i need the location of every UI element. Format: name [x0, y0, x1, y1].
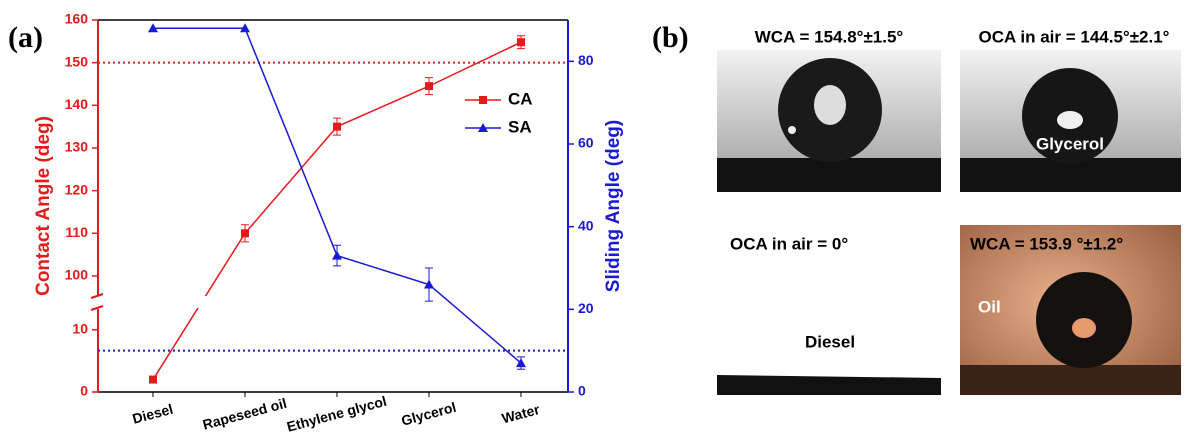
- y-tick-label: 120: [65, 181, 89, 197]
- y2-tick-label: 0: [578, 383, 586, 399]
- y-tick-label: 100: [65, 267, 89, 283]
- y2-tick-label: 20: [578, 300, 594, 316]
- panel-label: (b): [652, 21, 689, 54]
- marker: [332, 251, 342, 260]
- y-axis-label: Contact Angle (deg): [33, 116, 54, 296]
- legend-label: CA: [508, 89, 533, 108]
- photo-label: Oil: [978, 297, 1001, 316]
- x-tick-label: Ethylene glycol: [285, 393, 388, 435]
- marker: [241, 229, 249, 237]
- y-tick-label: 0: [80, 383, 88, 399]
- x-tick-label: Rapeseed oil: [201, 395, 289, 433]
- marker: [517, 38, 525, 46]
- photo-label: Glycerol: [1036, 134, 1104, 153]
- figure: (a) (b) WCA = 154.8°±1.5° OCA in air = 1…: [0, 0, 1193, 448]
- marker: [333, 123, 341, 131]
- y-tick-label: 10: [72, 320, 88, 336]
- y2-axis-label: Sliding Angle (deg): [603, 120, 624, 292]
- y-tick-label: 150: [65, 53, 89, 69]
- line: [153, 28, 521, 363]
- marker: [425, 82, 433, 90]
- y2-tick-label: 40: [578, 217, 594, 233]
- y-tick-label: 110: [65, 224, 88, 240]
- y2-tick-label: 60: [578, 135, 594, 151]
- x-tick-label: Glycerol: [400, 399, 458, 429]
- y-tick-label: 140: [65, 96, 89, 112]
- photo-caption: WCA = 154.8°±1.5°: [755, 27, 904, 46]
- photo-label: Diesel: [805, 332, 855, 351]
- y-tick-label: 160: [65, 11, 89, 27]
- panel-label: (a): [8, 21, 43, 54]
- photo-caption: OCA in air = 0°: [730, 234, 848, 253]
- x-tick-label: Water: [500, 401, 542, 427]
- line: [153, 42, 521, 379]
- photo-caption: WCA = 153.9 °±1.2°: [970, 234, 1123, 253]
- y-tick-label: 130: [65, 139, 89, 155]
- y2-tick-label: 80: [578, 52, 594, 68]
- photo: [717, 50, 941, 192]
- photo-caption: OCA in air = 144.5°±2.1°: [979, 27, 1170, 46]
- legend-label: SA: [508, 117, 532, 136]
- line-break: [197, 296, 207, 308]
- marker: [149, 376, 157, 384]
- photo: [960, 50, 1181, 192]
- x-tick-label: Diesel: [131, 401, 175, 427]
- legend-marker: [479, 96, 487, 104]
